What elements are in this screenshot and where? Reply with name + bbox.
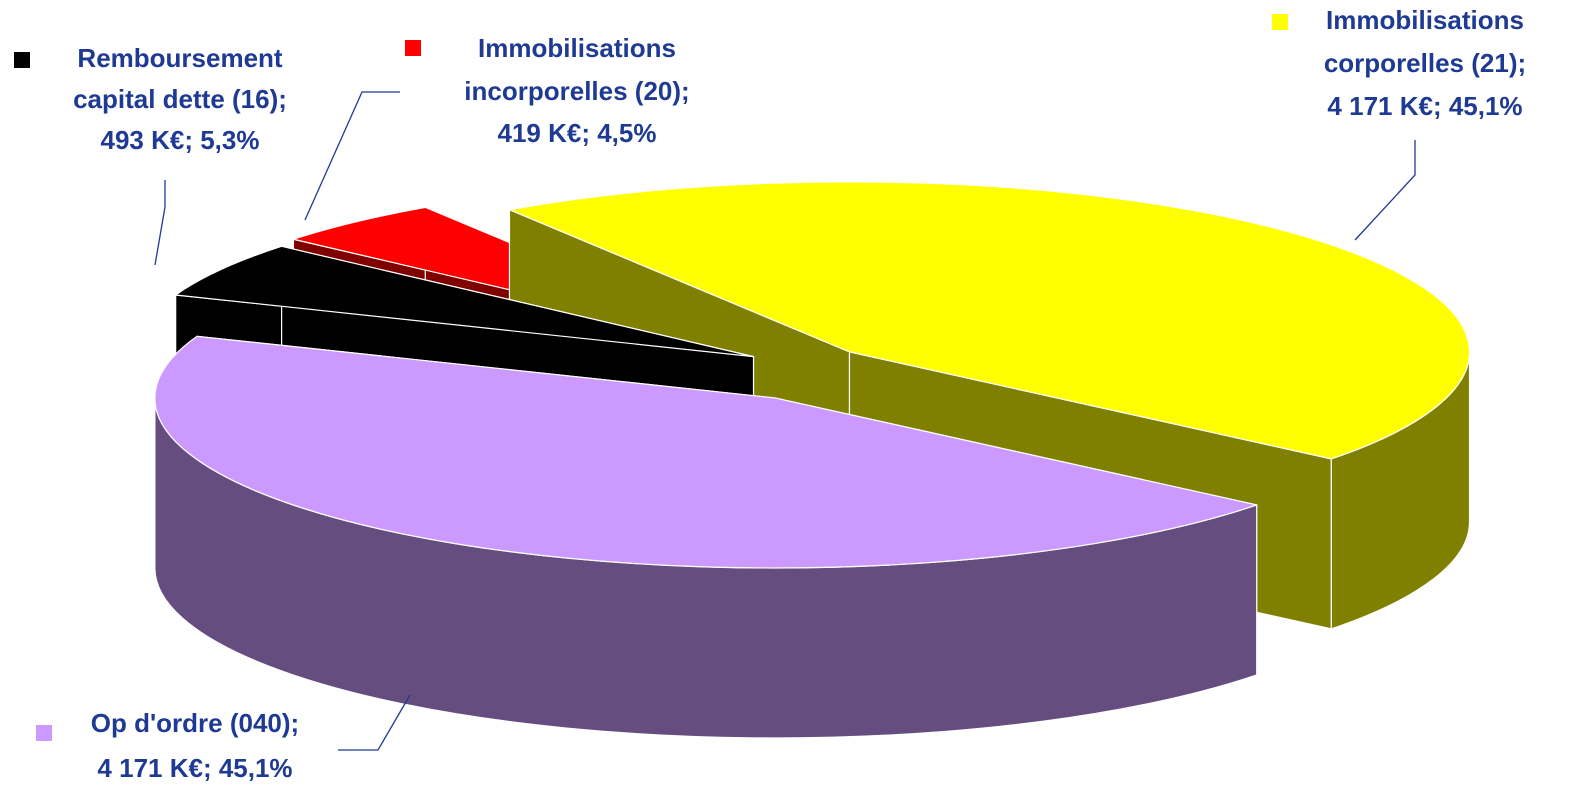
category-label: Remboursement capital dette (16); xyxy=(73,43,287,114)
value-label: 4 171 K€; 45,1% xyxy=(97,753,292,783)
category-label-line: Remboursement xyxy=(77,43,282,73)
pie xyxy=(154,181,1471,739)
slice-top xyxy=(175,245,755,358)
leader-line xyxy=(1354,140,1416,241)
category-label: Op d'ordre (040); xyxy=(91,708,299,738)
leader-line xyxy=(154,180,166,266)
value-label: 4 171 K€; 45,1% xyxy=(1327,91,1522,121)
value-label: 493 K€; 5,3% xyxy=(101,125,260,155)
slice-top xyxy=(508,181,1471,460)
category-label: Immobilisations incorporelles (20); xyxy=(464,33,689,106)
labels: Op d'ordre (040); 4 171 K€; 45,1% Rembours… xyxy=(14,5,1526,783)
category-label-line: Immobilisations xyxy=(1326,5,1524,35)
legend-key xyxy=(405,40,421,56)
leader-line xyxy=(338,694,411,751)
category-label: Immobilisations corporelles (21); xyxy=(1324,5,1526,78)
category-label-line: corporelles (21); xyxy=(1324,48,1526,78)
leader-line xyxy=(304,91,400,221)
legend-key xyxy=(1272,14,1288,30)
legend-key xyxy=(14,52,30,68)
category-label-line: incorporelles (20); xyxy=(464,76,689,106)
slice-top xyxy=(154,335,1258,569)
category-label-line: Op d'ordre (040); xyxy=(91,708,299,738)
slice xyxy=(154,335,1258,739)
legend-key xyxy=(36,725,52,741)
category-label-line: capital dette (16); xyxy=(73,84,287,114)
category-label-line: Immobilisations xyxy=(478,33,676,63)
value-label: 419 K€; 4,5% xyxy=(498,118,657,148)
